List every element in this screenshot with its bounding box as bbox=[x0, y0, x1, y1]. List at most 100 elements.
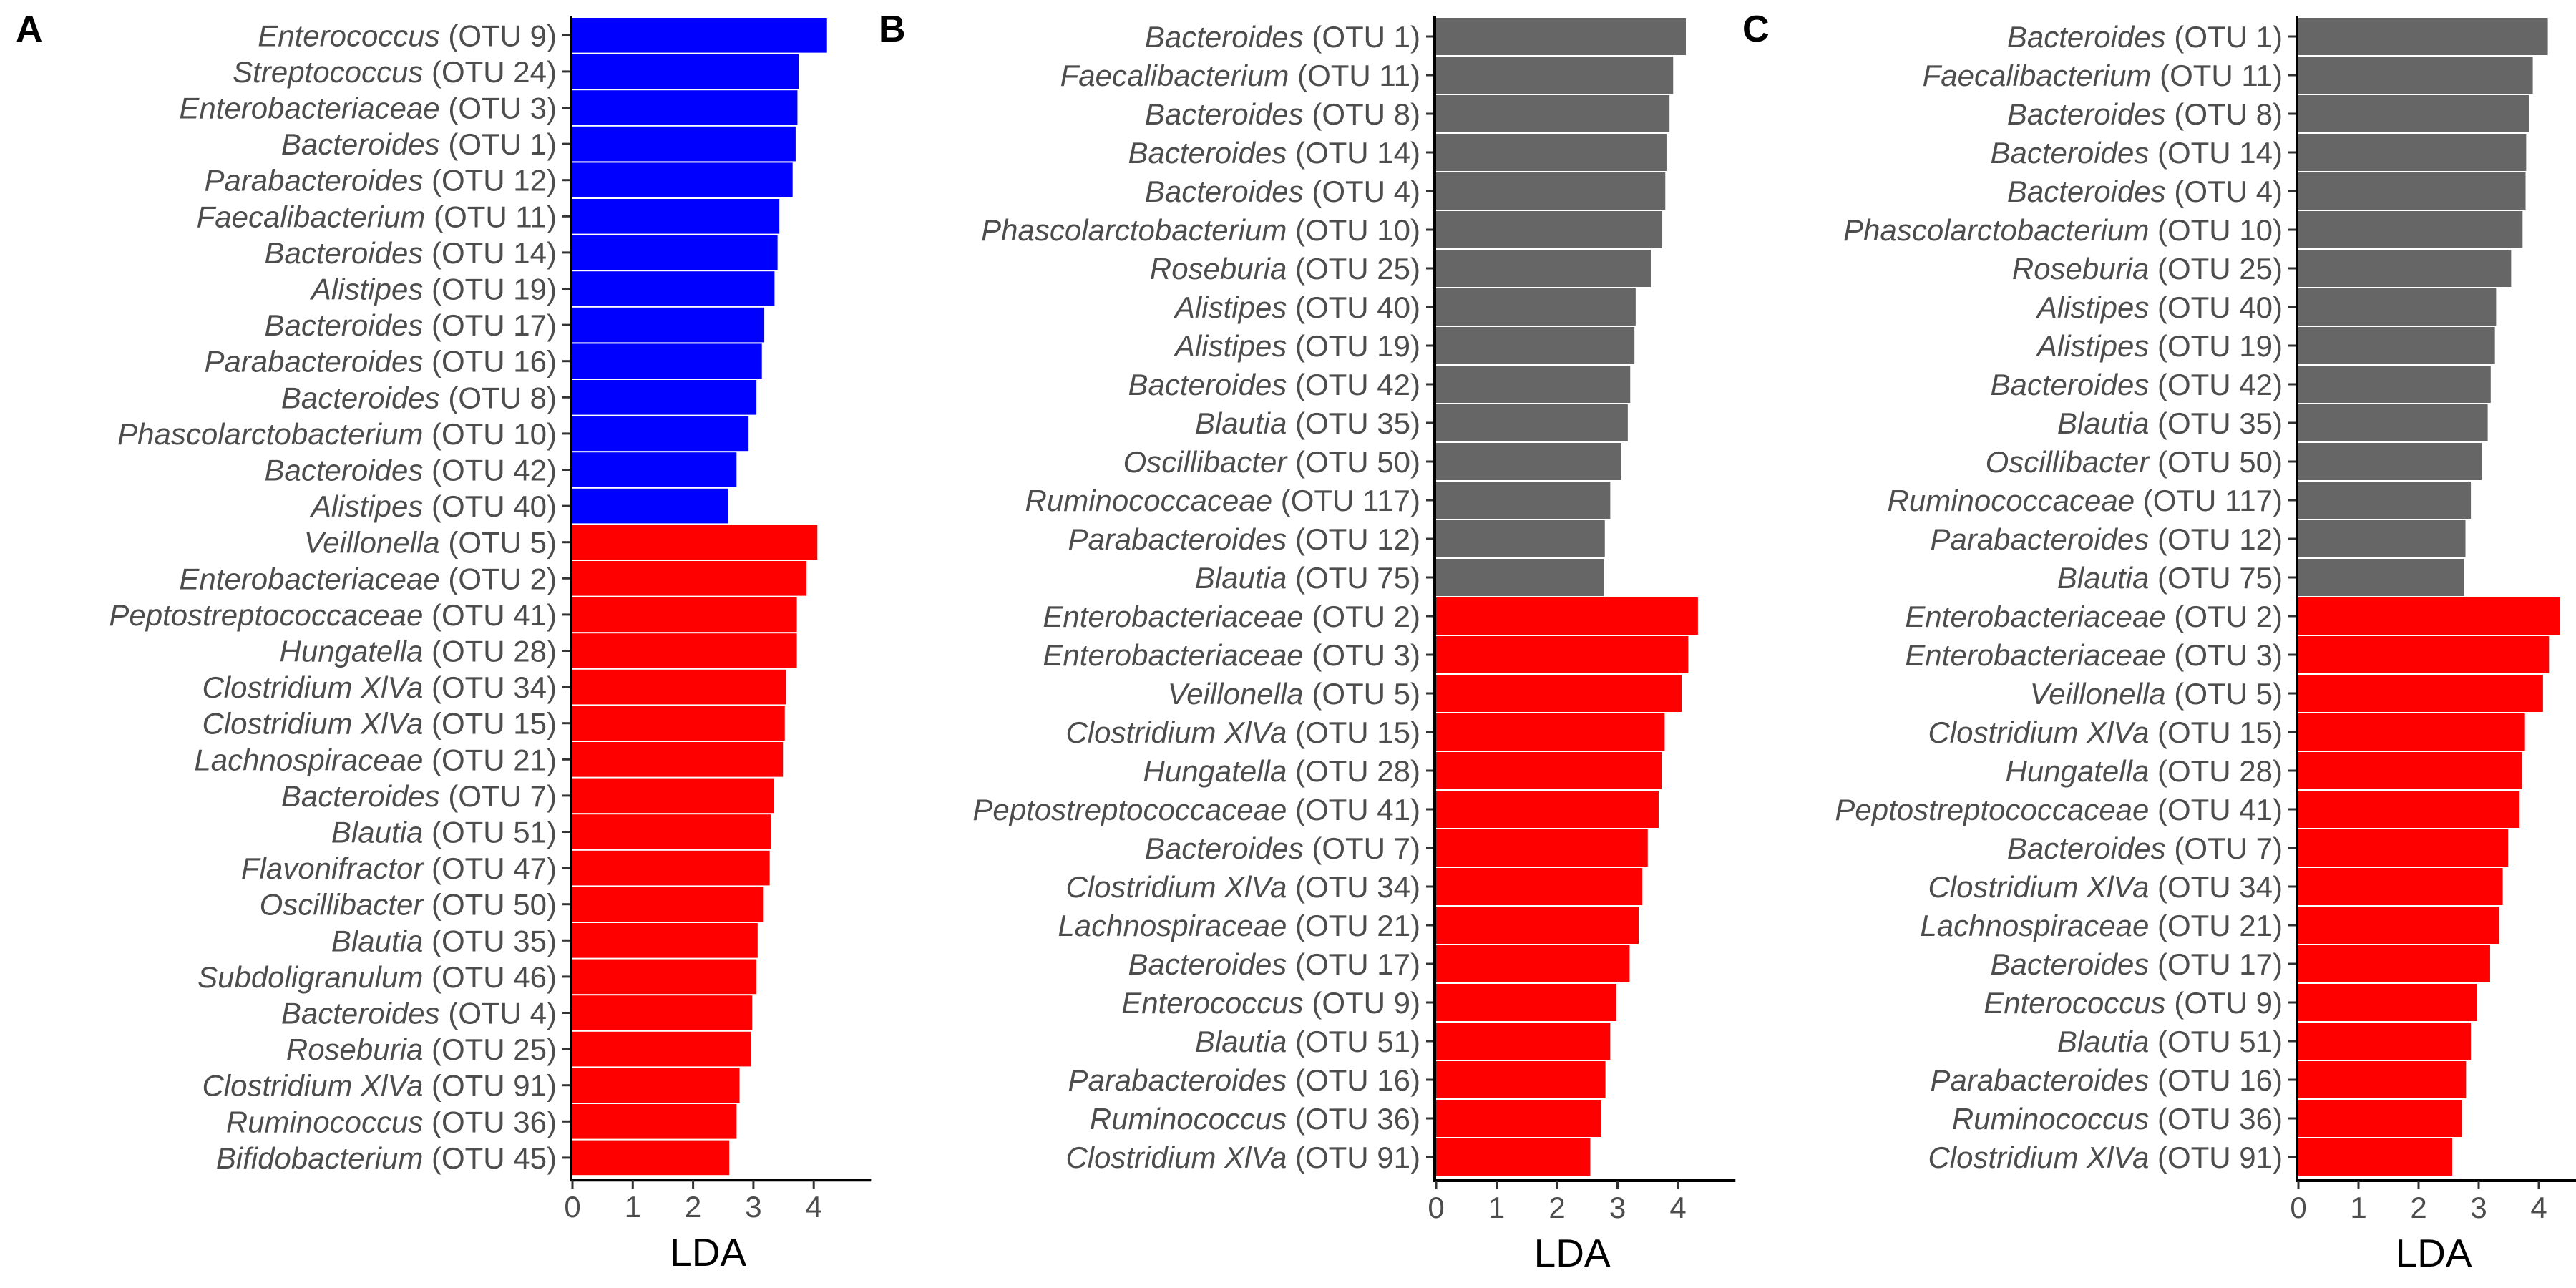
genus-name: Hungatella bbox=[280, 635, 424, 668]
otu-id: (OTU 91) bbox=[2149, 1141, 2283, 1174]
genus-name: Veillonella bbox=[304, 526, 440, 560]
otu-id: (OTU 36) bbox=[1287, 1102, 1420, 1136]
genus-name: Phascolarctobacterium bbox=[117, 417, 423, 451]
bar-A-7 bbox=[572, 235, 778, 270]
genus-name: Alistipes bbox=[2035, 329, 2149, 363]
genus-name: Streptococcus bbox=[233, 55, 423, 89]
x-tick-label: 1 bbox=[1488, 1191, 1505, 1224]
otu-id: (OTU 2) bbox=[2166, 600, 2283, 633]
bar-C-21 bbox=[2298, 791, 2520, 828]
bar-B-10 bbox=[1436, 366, 1631, 403]
bar-A-2 bbox=[572, 54, 799, 89]
category-label: Clostridium XlVa (OTU 34) bbox=[1928, 870, 2283, 904]
otu-id: (OTU 9) bbox=[440, 19, 557, 52]
category-label: Blautia (OTU 35) bbox=[331, 924, 557, 957]
category-label: Veillonella (OTU 5) bbox=[304, 526, 557, 560]
genus-name: Bacteroides bbox=[2007, 97, 2166, 131]
otu-id: (OTU 9) bbox=[1304, 986, 1420, 1020]
category-label: Lachnospiraceae (OTU 21) bbox=[1920, 909, 2283, 942]
otu-id: (OTU 14) bbox=[2149, 136, 2283, 170]
genus-name: Ruminococcus bbox=[1090, 1102, 1287, 1136]
category-label: Alistipes (OTU 19) bbox=[1173, 329, 1420, 363]
bar-A-28 bbox=[572, 995, 753, 1030]
genus-name: Alistipes bbox=[1173, 329, 1287, 363]
category-label: Bacteroides (OTU 8) bbox=[281, 381, 557, 414]
otu-id: (OTU 19) bbox=[1287, 329, 1420, 363]
bar-C-5 bbox=[2298, 172, 2526, 210]
bar-A-8 bbox=[572, 271, 775, 306]
genus-name: Roseburia bbox=[2012, 252, 2149, 286]
bar-C-1 bbox=[2298, 18, 2548, 55]
category-label: Enterococcus (OTU 9) bbox=[1121, 986, 1420, 1020]
genus-name: Enterobacteriaceae bbox=[1905, 638, 2165, 672]
bar-C-11 bbox=[2298, 404, 2488, 441]
otu-id: (OTU 36) bbox=[2149, 1102, 2283, 1136]
genus-name: Blautia bbox=[1195, 561, 1287, 595]
genus-name: Clostridium XlVa bbox=[1065, 716, 1287, 749]
category-label: Roseburia (OTU 25) bbox=[1150, 252, 1420, 286]
bar-C-12 bbox=[2298, 443, 2482, 480]
category-label: Lachnospiraceae (OTU 21) bbox=[1058, 909, 1420, 942]
category-label: Bacteroides (OTU 4) bbox=[2007, 175, 2283, 208]
bar-B-6 bbox=[1436, 211, 1663, 248]
category-label: Bacteroides (OTU 14) bbox=[1128, 136, 1420, 170]
otu-id: (OTU 12) bbox=[1287, 522, 1420, 556]
bar-C-17 bbox=[2298, 636, 2550, 673]
otu-id: (OTU 5) bbox=[440, 526, 557, 560]
category-label: Peptostreptococcaceae (OTU 41) bbox=[972, 793, 1420, 826]
otu-id: (OTU 117) bbox=[2135, 484, 2283, 517]
category-label: Enterobacteriaceae (OTU 2) bbox=[1043, 600, 1420, 633]
otu-id: (OTU 36) bbox=[423, 1105, 557, 1138]
genus-name: Clostridium XlVa bbox=[202, 1069, 423, 1103]
x-tick-label: 3 bbox=[745, 1190, 761, 1224]
genus-name: Clostridium XlVa bbox=[1928, 1141, 2149, 1174]
genus-name: Roseburia bbox=[1150, 252, 1287, 286]
category-label: Blautia (OTU 75) bbox=[2057, 561, 2283, 595]
bar-B-25 bbox=[1436, 945, 1630, 982]
genus-name: Bacteroides bbox=[2007, 831, 2166, 865]
bar-B-13 bbox=[1436, 482, 1611, 519]
bar-C-25 bbox=[2298, 945, 2490, 982]
category-label: Roseburia (OTU 25) bbox=[286, 1033, 557, 1066]
otu-id: (OTU 34) bbox=[2149, 870, 2283, 904]
otu-id: (OTU 10) bbox=[2149, 213, 2283, 247]
bar-B-16 bbox=[1436, 597, 1698, 635]
category-label: Blautia (OTU 51) bbox=[331, 816, 557, 849]
x-tick-label: 2 bbox=[2410, 1191, 2426, 1224]
otu-id: (OTU 16) bbox=[2149, 1063, 2283, 1097]
x-tick-label: 0 bbox=[1428, 1191, 1444, 1224]
bar-C-29 bbox=[2298, 1100, 2462, 1137]
category-label: Blautia (OTU 51) bbox=[2057, 1025, 2283, 1058]
bar-B-22 bbox=[1436, 829, 1648, 867]
category-label: Clostridium XlVa (OTU 15) bbox=[202, 707, 557, 741]
bar-C-23 bbox=[2298, 868, 2503, 905]
category-label: Hungatella (OTU 28) bbox=[1143, 754, 1421, 788]
category-label: Bacteroides (OTU 4) bbox=[1145, 175, 1420, 208]
otu-id: (OTU 8) bbox=[1304, 97, 1420, 131]
category-label: Alistipes (OTU 40) bbox=[309, 489, 557, 523]
bar-C-20 bbox=[2298, 752, 2522, 789]
category-label: Clostridium XlVa (OTU 34) bbox=[1065, 870, 1420, 904]
bar-B-2 bbox=[1436, 57, 1674, 94]
x-axis-title: LDA bbox=[1534, 1231, 1611, 1275]
category-label: Streptococcus (OTU 24) bbox=[233, 55, 557, 89]
category-label: Parabacteroides (OTU 12) bbox=[204, 164, 557, 197]
genus-name: Bacteroides bbox=[1991, 368, 2150, 401]
category-label: Enterococcus (OTU 9) bbox=[1984, 986, 2283, 1020]
otu-id: (OTU 50) bbox=[423, 888, 557, 922]
bar-A-25 bbox=[572, 887, 764, 922]
otu-id: (OTU 35) bbox=[1287, 406, 1420, 440]
bar-C-7 bbox=[2298, 250, 2512, 287]
otu-id: (OTU 9) bbox=[2166, 986, 2283, 1020]
bar-B-29 bbox=[1436, 1100, 1601, 1137]
otu-id: (OTU 40) bbox=[1287, 291, 1420, 324]
category-label: Clostridium XlVa (OTU 15) bbox=[1928, 716, 2283, 749]
otu-id: (OTU 21) bbox=[1287, 909, 1420, 942]
bar-A-19 bbox=[572, 669, 786, 705]
genus-name: Oscillibacter bbox=[260, 888, 425, 922]
bar-C-16 bbox=[2298, 597, 2560, 635]
category-label: Clostridium XlVa (OTU 15) bbox=[1065, 716, 1420, 749]
genus-name: Parabacteroides bbox=[1930, 522, 2149, 556]
otu-id: (OTU 15) bbox=[1287, 716, 1420, 749]
otu-id: (OTU 47) bbox=[423, 852, 557, 885]
